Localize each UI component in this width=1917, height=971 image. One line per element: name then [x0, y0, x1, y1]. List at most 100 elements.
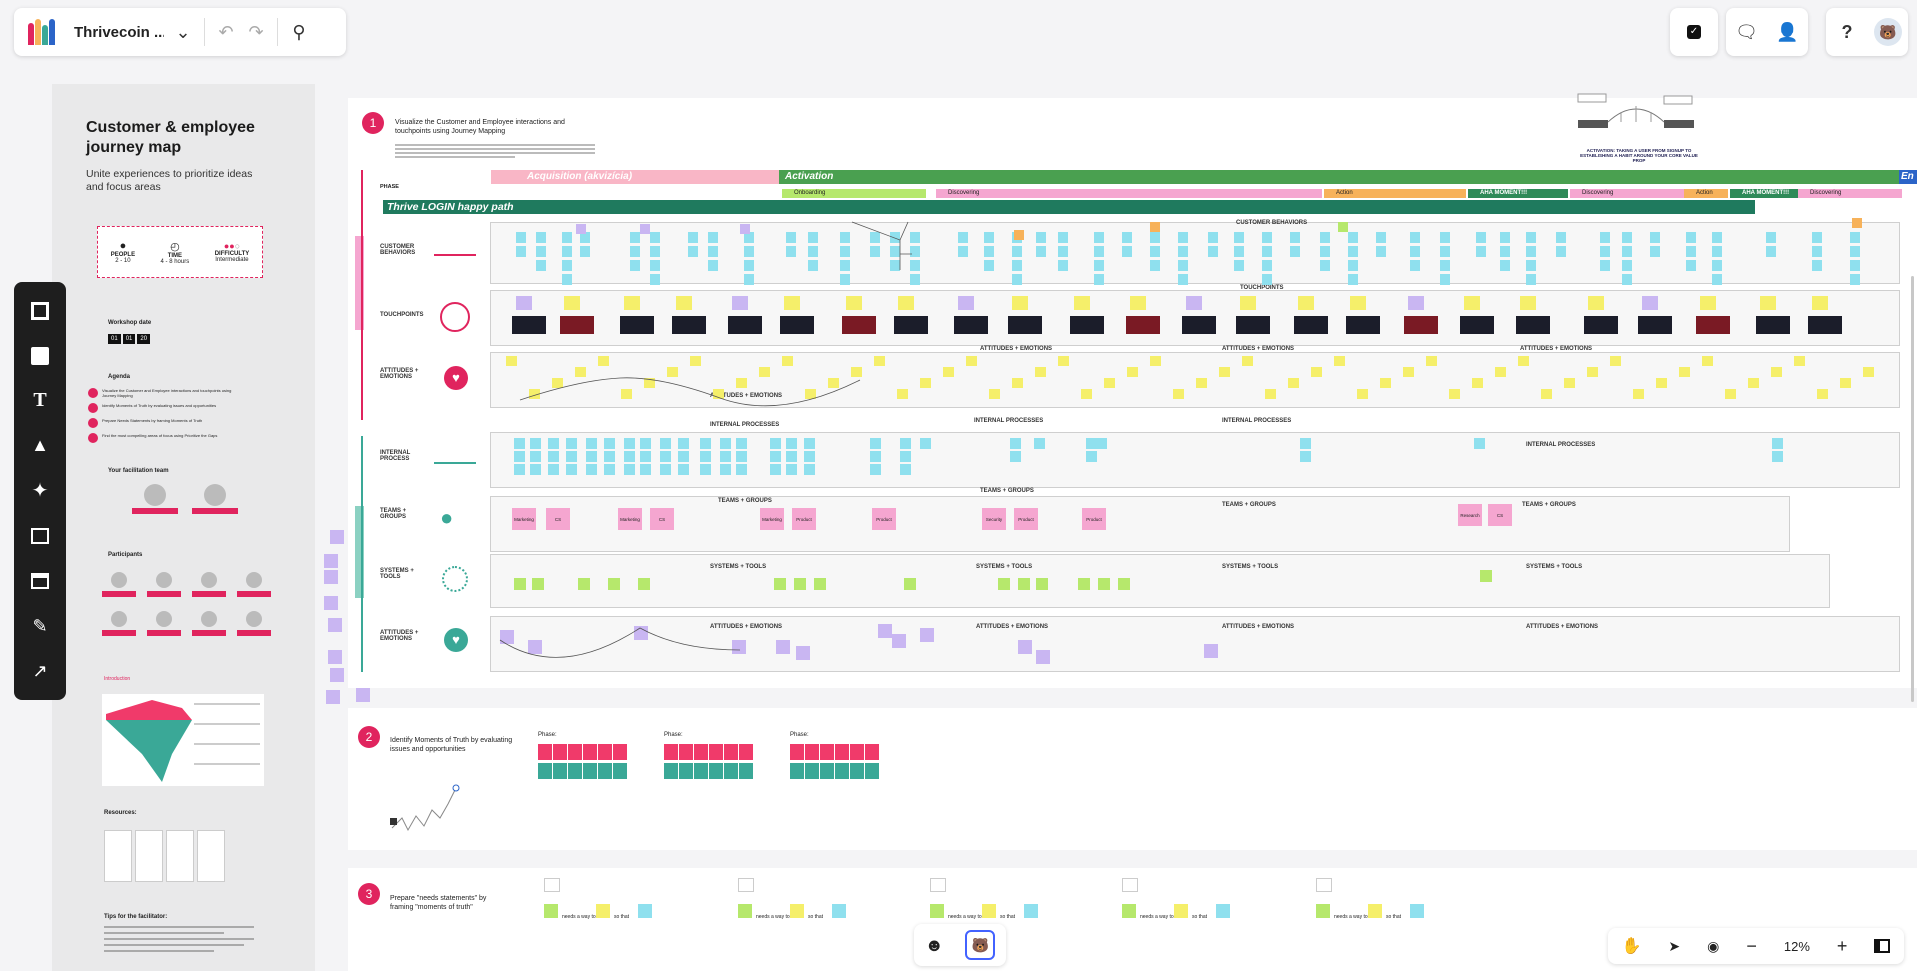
sticky-note[interactable]: [774, 578, 786, 590]
sticky-note[interactable]: [1311, 367, 1322, 377]
sticky-note[interactable]: [878, 624, 892, 638]
sticky-note[interactable]: [890, 260, 900, 271]
sticky-note[interactable]: [720, 464, 731, 475]
sticky-note[interactable]: [874, 356, 885, 366]
sticky-note[interactable]: [1702, 356, 1713, 366]
sticky-note[interactable]: [1178, 246, 1188, 257]
sticky-note[interactable]: [740, 224, 750, 234]
table-icon[interactable]: [25, 566, 55, 596]
issue-sticky-note[interactable]: [709, 744, 723, 760]
issue-sticky-note[interactable]: [568, 744, 582, 760]
resource-thumbnail[interactable]: [135, 830, 163, 882]
miro-logo-icon[interactable]: [26, 17, 60, 47]
sticky-note[interactable]: [736, 451, 747, 462]
sticky-note[interactable]: [650, 246, 660, 257]
sticky-note[interactable]: [804, 451, 815, 462]
screenshot-thumbnail[interactable]: [1756, 316, 1790, 334]
issue-sticky-note[interactable]: [538, 744, 552, 760]
sticky-note[interactable]: [828, 378, 839, 388]
sticky-note[interactable]: [1622, 246, 1632, 257]
sticky-note[interactable]: [910, 232, 920, 243]
date-box-year[interactable]: 20: [137, 334, 151, 344]
sticky-note[interactable]: [621, 389, 632, 399]
sticky-note[interactable]: [1196, 378, 1207, 388]
statement-header-note[interactable]: [1316, 878, 1332, 892]
sticky-note[interactable]: [604, 451, 615, 462]
sticky-note[interactable]: [1472, 378, 1483, 388]
sticky-note[interactable]: [1300, 451, 1311, 462]
sticky-note[interactable]: [1300, 438, 1311, 449]
sticky-note[interactable]: [1086, 438, 1097, 449]
sticky-note[interactable]: [562, 232, 572, 243]
sticky-note[interactable]: [1541, 389, 1552, 399]
sticky-note[interactable]: [1518, 356, 1529, 366]
sticky-note[interactable]: [786, 464, 797, 475]
screenshot-thumbnail[interactable]: [842, 316, 876, 334]
sticky-note[interactable]: [1178, 274, 1188, 285]
sticky-note[interactable]: [650, 232, 660, 243]
sticky-note[interactable]: [1058, 356, 1069, 366]
sticky-note[interactable]: [1122, 246, 1132, 257]
sticky-note[interactable]: [958, 296, 974, 310]
sticky-note[interactable]: [1348, 246, 1358, 257]
need-note[interactable]: [790, 904, 804, 918]
sticky-note[interactable]: [1686, 232, 1696, 243]
sticky-note[interactable]: [700, 438, 711, 449]
sticky-note[interactable]: [1712, 232, 1722, 243]
sticky-note[interactable]: [500, 630, 514, 644]
sticky-note[interactable]: [1058, 246, 1068, 257]
sticky-note[interactable]: [536, 232, 546, 243]
sticky-note[interactable]: [851, 367, 862, 377]
sticky-note[interactable]: [1440, 246, 1450, 257]
sticky-note[interactable]: [1526, 274, 1536, 285]
sticky-note[interactable]: [1320, 246, 1330, 257]
sticky-note[interactable]: [1036, 246, 1046, 257]
sticky-note[interactable]: [920, 438, 931, 449]
sticky-note[interactable]: [1380, 378, 1391, 388]
sticky-note[interactable]: [984, 260, 994, 271]
sticky-note[interactable]: [1265, 389, 1276, 399]
sticky-note[interactable]: [516, 296, 532, 310]
zoom-in-button[interactable]: +: [1836, 935, 1848, 956]
outcome-note[interactable]: [1216, 904, 1230, 918]
screenshot-thumbnail[interactable]: [512, 316, 546, 334]
sticky-note[interactable]: [1850, 274, 1860, 285]
sticky-note[interactable]: [1840, 378, 1851, 388]
sticky-note[interactable]: [624, 438, 635, 449]
sticky-note[interactable]: [514, 578, 526, 590]
sticky-note[interactable]: [548, 451, 559, 462]
sticky-note[interactable]: [1178, 232, 1188, 243]
sticky-note[interactable]: [1440, 260, 1450, 271]
opportunity-sticky-note[interactable]: [835, 763, 849, 779]
sticky-note[interactable]: [1204, 644, 1218, 658]
issue-sticky-note[interactable]: [865, 744, 879, 760]
sticky-note[interactable]: [678, 438, 689, 449]
sticky-note[interactable]: [1094, 232, 1104, 243]
screenshot-thumbnail[interactable]: [1126, 316, 1160, 334]
sticky-note[interactable]: [530, 438, 541, 449]
opportunity-sticky-note[interactable]: [850, 763, 864, 779]
outcome-note[interactable]: [832, 904, 846, 918]
sticky-note[interactable]: [1440, 274, 1450, 285]
team-sticky-note[interactable]: Security: [982, 508, 1006, 530]
sticky-note[interactable]: [1178, 260, 1188, 271]
sticky-note[interactable]: [1771, 367, 1782, 377]
sticky-note[interactable]: [324, 570, 338, 584]
sticky-note[interactable]: [1262, 246, 1272, 257]
sticky-note[interactable]: [840, 274, 850, 285]
sticky-note[interactable]: [898, 296, 914, 310]
sticky-note[interactable]: [604, 464, 615, 475]
sticky-note[interactable]: [640, 451, 651, 462]
statement-header-note[interactable]: [930, 878, 946, 892]
sticky-note[interactable]: [1122, 232, 1132, 243]
sticky-note[interactable]: [1012, 296, 1028, 310]
sticky-note[interactable]: [1610, 356, 1621, 366]
sticky-note[interactable]: [552, 378, 563, 388]
sticky-note[interactable]: [575, 367, 586, 377]
sticky-note[interactable]: [776, 640, 790, 654]
sticky-note[interactable]: [562, 274, 572, 285]
sticky-note[interactable]: [1500, 246, 1510, 257]
sticky-note[interactable]: [630, 260, 640, 271]
sticky-note[interactable]: [516, 246, 526, 257]
screenshot-thumbnail[interactable]: [1182, 316, 1216, 334]
